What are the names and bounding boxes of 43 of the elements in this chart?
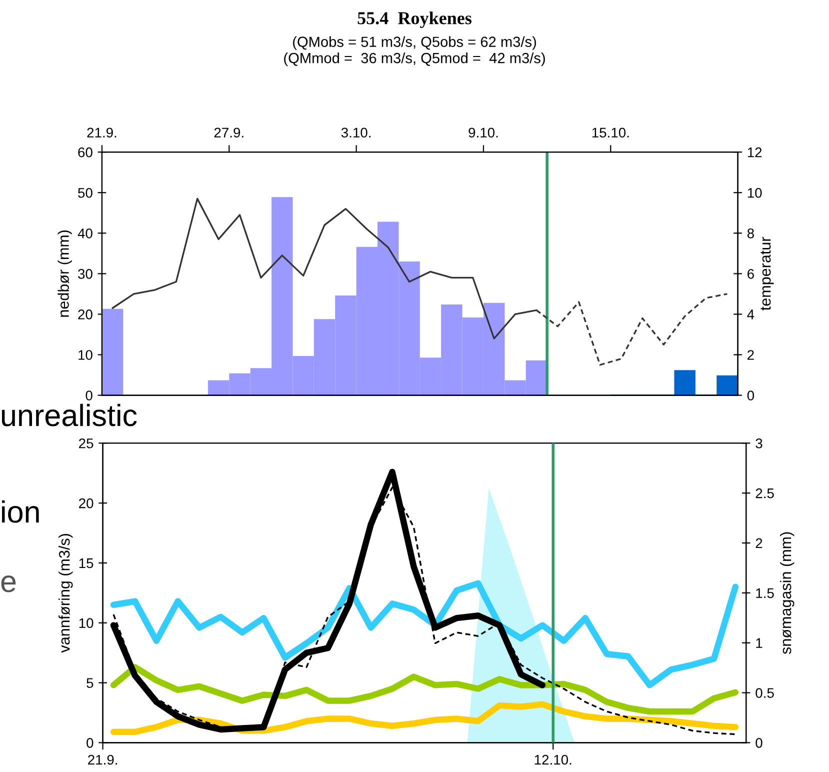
y-tick-label: 5 bbox=[86, 678, 94, 688]
x-tick-label: 3.10. bbox=[341, 128, 370, 138]
y-tick-label: 30 bbox=[78, 269, 92, 279]
y-tick-label: 50 bbox=[78, 188, 92, 198]
y-tick-label: 20 bbox=[79, 498, 94, 508]
x-tick-label: 9.10. bbox=[468, 128, 498, 138]
x-tick-label: 27.9. bbox=[214, 128, 244, 138]
x-tick-label: 21.9. bbox=[88, 754, 117, 765]
y2-tick-label: 2 bbox=[748, 350, 754, 360]
y2-tick-label: 0.5 bbox=[756, 688, 774, 698]
y2-tick-label: 2.5 bbox=[756, 488, 774, 498]
y2-tick-label: 1 bbox=[756, 638, 762, 648]
y-tick-label: 60 bbox=[78, 147, 92, 158]
y-axis-title: nedbør (mm) bbox=[58, 230, 72, 317]
y2-tick-label: 2 bbox=[756, 538, 762, 548]
y-tick-label: 10 bbox=[79, 618, 94, 628]
y-tick-label: 15 bbox=[79, 558, 94, 568]
y2-tick-label: 0 bbox=[747, 390, 754, 400]
text: e bbox=[1, 576, 16, 592]
y2-tick-label: 8 bbox=[747, 228, 754, 238]
y-tick-label: 20 bbox=[78, 310, 92, 320]
y-tick-label: 0 bbox=[86, 390, 92, 400]
x-tick-label: 12.10. bbox=[534, 754, 572, 765]
y-tick-label: 40 bbox=[78, 228, 92, 238]
y2-axis-title: snømagasin (mm) bbox=[780, 532, 794, 654]
y-axis-title: vannføring (m3/s) bbox=[58, 534, 73, 653]
y2-tick-label: 3 bbox=[756, 438, 762, 448]
y-tick-label: 25 bbox=[79, 438, 94, 448]
text: unrealistic bbox=[2, 404, 137, 426]
y2-tick-label: 0 bbox=[756, 738, 762, 748]
y-tick-label: 0 bbox=[86, 738, 94, 748]
y2-tick-label: 4 bbox=[747, 310, 754, 320]
y2-tick-label: 1.5 bbox=[756, 588, 774, 598]
chart-title: 55.4 Roykenes bbox=[358, 12, 472, 28]
x-tick-label: 15.10. bbox=[592, 128, 629, 138]
y2-tick-label: 12 bbox=[748, 147, 762, 158]
chart-subtitle: (QMobs = 51 m3/s, Q5obs = 62 m3/s) (QMmod = 36 m3/s, Q5mod = 42 m3/s) bbox=[284, 36, 545, 66]
text: ion bbox=[2, 500, 39, 523]
x-tick-label: 21.9. bbox=[87, 128, 116, 138]
y2-axis-title: temperatur bbox=[760, 236, 774, 310]
y2-tick-label: 6 bbox=[748, 269, 754, 279]
y2-tick-label: 10 bbox=[748, 188, 762, 198]
y-tick-label: 10 bbox=[78, 350, 92, 360]
